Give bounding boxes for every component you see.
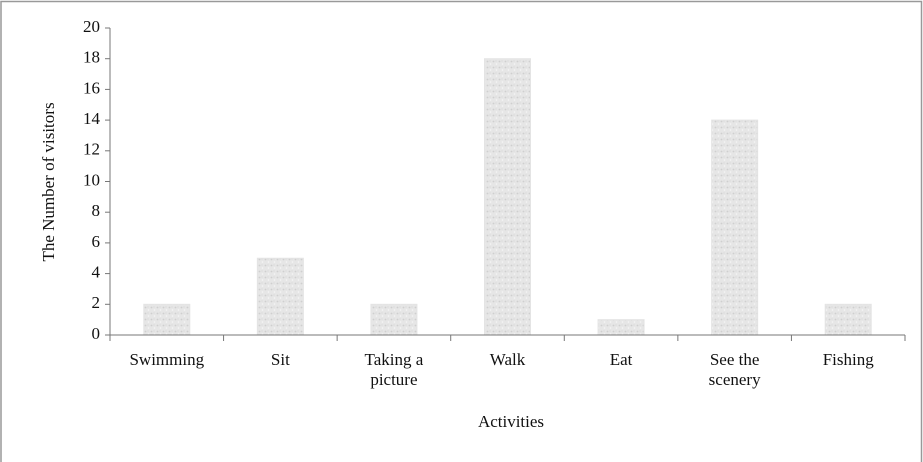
x-tick-label: Swimming [129, 350, 205, 369]
y-tick-label: 10 [83, 170, 100, 189]
bar [824, 303, 872, 336]
y-tick-label: 6 [92, 232, 101, 251]
x-tick-label: See the scenery [708, 350, 761, 389]
bar [597, 319, 645, 336]
y-tick-label: 20 [83, 17, 100, 36]
x-tick-label: Walk [489, 350, 526, 369]
y-tick-label: 2 [92, 293, 101, 312]
x-tick-label: Sit [270, 350, 290, 369]
bar [711, 119, 759, 336]
y-tick-label: 0 [92, 324, 101, 343]
x-tick-label: Eat [609, 350, 633, 369]
y-tick-label: 8 [92, 201, 101, 220]
y-tick-label: 18 [83, 48, 100, 67]
x-tick-label: Fishing [822, 350, 874, 369]
y-axis-title: The Number of visitors [39, 102, 58, 261]
bar [484, 58, 531, 336]
y-tick-label: 16 [83, 78, 100, 97]
x-axis-title: Activities [478, 412, 544, 431]
x-tick-label: Taking a picture [364, 350, 424, 389]
bar [256, 257, 304, 336]
y-tick-label: 12 [83, 140, 100, 159]
y-tick-label: 14 [83, 109, 101, 128]
bar [370, 303, 418, 336]
y-tick-label: 4 [92, 263, 101, 282]
bar [143, 303, 191, 336]
